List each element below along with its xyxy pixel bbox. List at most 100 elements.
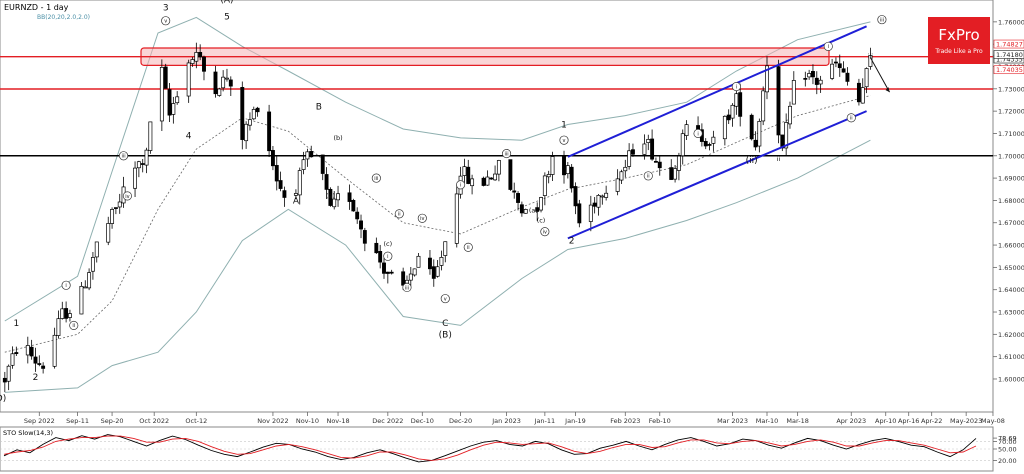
candle-down	[657, 161, 662, 169]
wave-label-circle	[877, 15, 887, 25]
wave-label: 2	[569, 237, 575, 247]
candle-up	[171, 103, 176, 115]
candle-up	[542, 175, 547, 196]
wave-label: 5	[224, 12, 230, 22]
candle-up	[186, 62, 191, 97]
price-label-box	[993, 65, 1024, 75]
wave-label-circle	[456, 180, 466, 190]
candle-down	[64, 308, 69, 319]
stoch-label: STO Slow(14,3)	[3, 429, 53, 437]
candle-down	[753, 139, 758, 148]
candle-down	[320, 154, 325, 174]
x-tick-label: Dec 2022	[372, 417, 403, 425]
y-tick-label: 1.73000	[998, 85, 1024, 93]
candle-up	[10, 353, 15, 366]
candle-up	[454, 193, 459, 244]
x-tick-label: Apr-10	[875, 417, 896, 425]
y-tick-label: 1.72000	[998, 108, 1024, 116]
candle-up	[757, 121, 762, 147]
wave-label: i	[766, 57, 768, 65]
wave-label: iv	[543, 229, 547, 235]
wave-label-circle	[693, 128, 703, 139]
wave-label: ii	[647, 174, 650, 180]
candle-up	[110, 209, 115, 224]
price-axis: 1.760001.750001.740001.730001.720001.710…	[993, 18, 1024, 383]
stoch-k-line	[3, 434, 977, 463]
wave-label-circle	[69, 320, 79, 330]
candle-up	[221, 76, 226, 89]
candle-down	[401, 271, 406, 286]
x-tick-label: Oct 2022	[139, 417, 169, 425]
candle-up	[830, 63, 835, 79]
candle-down	[347, 192, 352, 202]
candle-up	[676, 155, 681, 171]
candle-down	[431, 266, 436, 279]
candle-up	[807, 73, 812, 78]
candle-up	[550, 156, 555, 175]
candle-down	[841, 68, 846, 73]
candle-down	[669, 167, 674, 180]
candle-up	[470, 178, 475, 187]
candle-up	[175, 96, 180, 104]
candle-up	[133, 167, 137, 189]
candle-up	[293, 193, 298, 196]
wave-label-circle	[846, 113, 856, 123]
candle-up	[462, 166, 467, 176]
y-tick-label: 1.66000	[998, 242, 1024, 250]
x-tick-label: Dec-10	[411, 417, 434, 425]
candle-down	[466, 166, 471, 184]
wave-label-circle	[161, 16, 171, 26]
x-tick-label: May-08	[981, 417, 1005, 425]
candle-up	[565, 165, 570, 175]
candle-up	[332, 198, 337, 208]
candle-up	[646, 138, 651, 143]
y-tick-label: 1.65000	[998, 264, 1024, 272]
y-tick-label: 1.71000	[998, 130, 1024, 138]
candle-down	[374, 242, 379, 254]
resistance-zone-layer	[0, 47, 993, 66]
candle-up	[788, 105, 792, 125]
candle-up	[6, 365, 11, 382]
wave-labels: 12D)iiiiiiivv345(A)BA(b)(a)iii(c)iiiiiii…	[0, 0, 887, 404]
candle-up	[25, 345, 30, 356]
wave-label: iii	[374, 176, 378, 182]
candle-up	[600, 195, 605, 198]
candle-down	[703, 140, 708, 147]
candle-down	[255, 107, 260, 113]
candle-up	[619, 171, 624, 181]
wave-label: iii	[504, 151, 508, 157]
candle-down	[355, 211, 360, 220]
candle-down	[573, 186, 578, 207]
candle-down	[856, 82, 861, 103]
stoch-tick-label: 20.00	[998, 457, 1017, 465]
wave-label: iii	[405, 285, 409, 291]
candle-up	[673, 168, 678, 180]
wave-label-circle	[61, 280, 71, 290]
candle-up	[539, 197, 543, 211]
candle-down	[228, 79, 233, 87]
y-tick-label: 1.63000	[998, 309, 1024, 317]
price-label: 1.74035	[996, 66, 1023, 74]
candle-up	[439, 257, 444, 266]
projection-arrow	[869, 57, 890, 93]
candle-up	[301, 159, 306, 170]
candle-down	[198, 51, 203, 58]
candle-down	[309, 151, 314, 158]
candle-down	[270, 150, 275, 167]
candle-down	[508, 159, 513, 190]
candle-up	[90, 257, 95, 272]
wave-label: 2	[33, 373, 39, 383]
projection-arrow-line	[869, 57, 890, 93]
trend-channel	[567, 25, 867, 240]
x-tick-label: Mar-10	[756, 417, 778, 425]
y-tick-label: 1.69000	[998, 175, 1024, 183]
candle-down	[535, 207, 540, 212]
candle-down	[707, 144, 712, 146]
wave-label: v	[563, 138, 566, 144]
candle-up	[493, 173, 498, 181]
candle-down	[359, 220, 363, 230]
candle-down	[202, 56, 206, 72]
candle-down	[749, 114, 754, 140]
wave-label-circle	[823, 41, 833, 51]
